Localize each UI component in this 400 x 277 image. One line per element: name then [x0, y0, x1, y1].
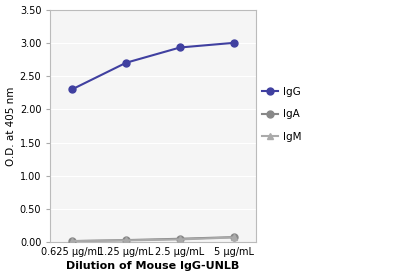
X-axis label: Dilution of Mouse IgG-UNLB: Dilution of Mouse IgG-UNLB [66, 261, 240, 271]
IgG [232, 41, 236, 45]
IgG [124, 61, 128, 65]
Legend: IgG, IgA, IgM: IgG, IgA, IgM [258, 83, 305, 146]
Line: IgG: IgG [68, 39, 238, 93]
IgM [124, 239, 128, 242]
Line: IgA: IgA [68, 234, 238, 245]
IgA [124, 238, 128, 242]
IgA [232, 235, 236, 239]
IgG [70, 88, 74, 91]
IgA [178, 237, 182, 240]
IgA [70, 239, 74, 243]
IgM [70, 239, 74, 243]
Line: IgM: IgM [68, 234, 238, 245]
Y-axis label: O.D. at 405 nm: O.D. at 405 nm [6, 86, 16, 166]
IgM [178, 238, 182, 241]
IgM [232, 236, 236, 239]
IgG [178, 46, 182, 49]
